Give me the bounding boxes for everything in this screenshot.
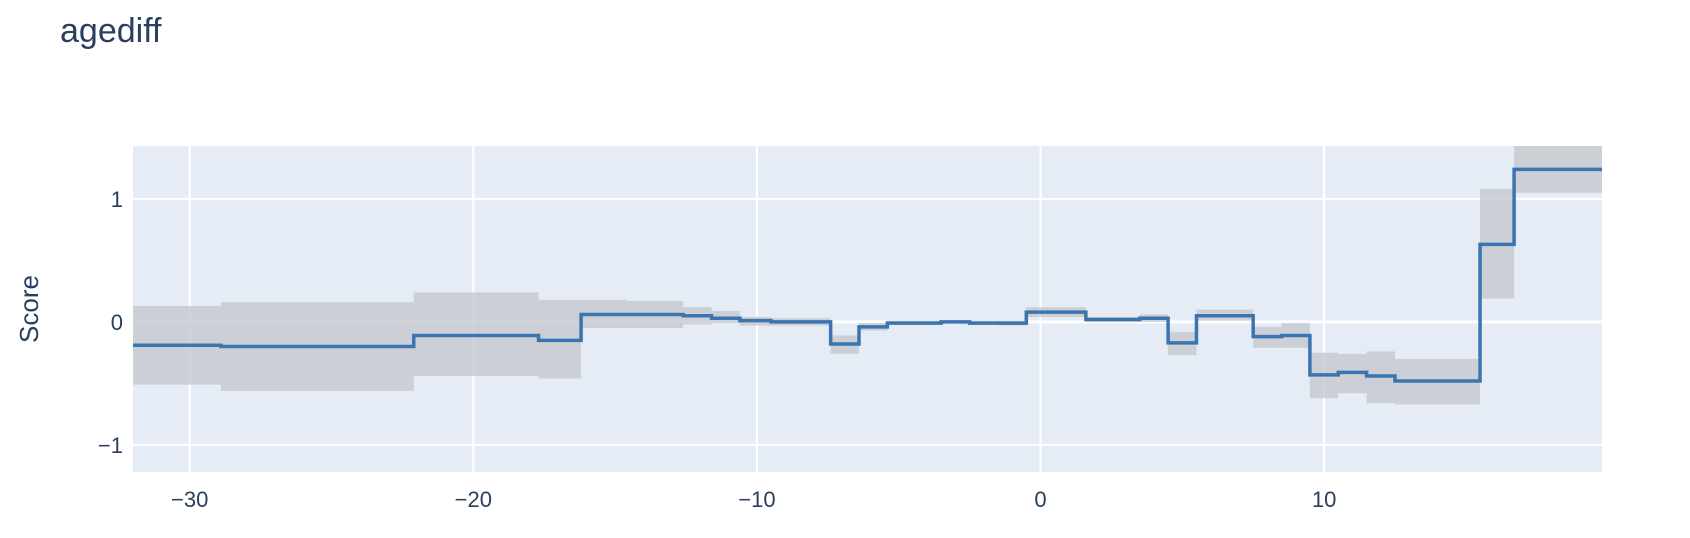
y-axis-title: Score xyxy=(14,275,44,343)
x-tick-label: −10 xyxy=(738,487,775,512)
x-tick-label: 0 xyxy=(1034,487,1046,512)
x-tick-label: −30 xyxy=(171,487,208,512)
x-tick-label: 10 xyxy=(1312,487,1336,512)
y-tick-label: 1 xyxy=(111,187,123,212)
score-series xyxy=(133,167,1602,383)
score-step-line xyxy=(133,167,1602,383)
chart-title: agediff xyxy=(60,12,162,50)
y-tick-label: 0 xyxy=(111,310,123,335)
confidence-band xyxy=(1514,146,1602,193)
x-tick-label: −20 xyxy=(455,487,492,512)
y-tick-label: −1 xyxy=(98,433,123,458)
